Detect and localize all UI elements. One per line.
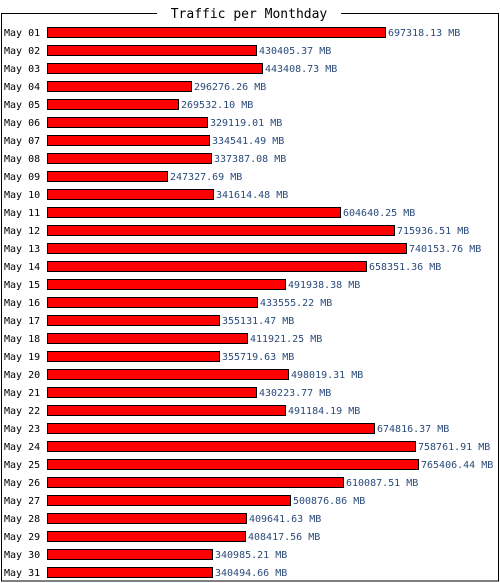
value-label: 430405.37 MB: [259, 46, 331, 57]
value-label: 765406.44 MB: [421, 460, 493, 471]
chart-title-backdrop: [157, 4, 341, 22]
category-label: May 05: [4, 100, 40, 111]
category-label: May 30: [4, 550, 40, 561]
category-label: May 04: [4, 82, 40, 93]
bar: [47, 279, 286, 290]
category-label: May 02: [4, 46, 40, 57]
bar: [47, 243, 407, 254]
value-label: 329119.01 MB: [210, 118, 282, 129]
category-label: May 24: [4, 442, 40, 453]
category-label: May 03: [4, 64, 40, 75]
category-label: May 25: [4, 460, 40, 471]
value-label: 247327.69 MB: [170, 172, 242, 183]
category-label: May 21: [4, 388, 40, 399]
value-label: 758761.91 MB: [418, 442, 490, 453]
category-label: May 29: [4, 532, 40, 543]
bar: [47, 495, 291, 506]
category-label: May 08: [4, 154, 40, 165]
category-label: May 11: [4, 208, 40, 219]
bar: [47, 549, 213, 560]
bar: [47, 207, 341, 218]
value-label: 443408.73 MB: [265, 64, 337, 75]
value-label: 610087.51 MB: [346, 478, 418, 489]
category-label: May 10: [4, 190, 40, 201]
value-label: 334541.49 MB: [212, 136, 284, 147]
category-label: May 13: [4, 244, 40, 255]
value-label: 491938.38 MB: [288, 280, 360, 291]
category-label: May 31: [4, 568, 40, 579]
bar: [47, 45, 257, 56]
category-label: May 28: [4, 514, 40, 525]
bars-layer: May 01 697318.13 MB May 02 430405.37 MB May …: [4, 27, 493, 579]
value-label: 408417.56 MB: [248, 532, 320, 543]
bar: [47, 63, 263, 74]
bar: [47, 135, 210, 146]
value-label: 433555.22 MB: [260, 298, 332, 309]
bar: [47, 117, 208, 128]
category-label: May 07: [4, 136, 40, 147]
bar: [47, 423, 375, 434]
category-label: May 18: [4, 334, 40, 345]
value-label: 341614.48 MB: [216, 190, 288, 201]
value-label: 355131.47 MB: [222, 316, 294, 327]
value-label: 740153.76 MB: [409, 244, 481, 255]
value-label: 296276.26 MB: [194, 82, 266, 93]
category-label: May 26: [4, 478, 40, 489]
category-label: May 01: [4, 28, 40, 39]
bar: [47, 225, 395, 236]
bar: [47, 297, 258, 308]
value-label: 500876.86 MB: [293, 496, 365, 507]
bar: [47, 27, 386, 38]
value-label: 340494.66 MB: [215, 568, 287, 579]
bar: [47, 333, 248, 344]
category-label: May 17: [4, 316, 40, 327]
bar: [47, 531, 246, 542]
category-label: May 15: [4, 280, 40, 291]
value-label: 411921.25 MB: [250, 334, 322, 345]
value-label: 355719.63 MB: [222, 352, 294, 363]
bar: [47, 351, 220, 362]
value-label: 340985.21 MB: [215, 550, 287, 561]
value-label: 715936.51 MB: [397, 226, 469, 237]
bar: [47, 189, 214, 200]
bar: [47, 405, 286, 416]
bar: [47, 441, 416, 452]
category-label: May 23: [4, 424, 40, 435]
category-label: May 09: [4, 172, 40, 183]
value-label: 604640.25 MB: [343, 208, 415, 219]
category-label: May 12: [4, 226, 40, 237]
bar: [47, 171, 168, 182]
bar: [47, 369, 289, 380]
value-label: 674816.37 MB: [377, 424, 449, 435]
category-label: May 20: [4, 370, 40, 381]
category-label: May 27: [4, 496, 40, 507]
value-label: 409641.63 MB: [249, 514, 321, 525]
chart-title: Traffic per Monthday: [171, 7, 328, 22]
value-label: 658351.36 MB: [369, 262, 441, 273]
value-label: 337387.08 MB: [214, 154, 286, 165]
bar: [47, 315, 220, 326]
bar: [47, 153, 212, 164]
bar: [47, 459, 419, 470]
bar: [47, 477, 344, 488]
value-label: 697318.13 MB: [388, 28, 460, 39]
bar: [47, 567, 213, 578]
category-label: May 16: [4, 298, 40, 309]
category-label: May 14: [4, 262, 40, 273]
bar: [47, 387, 257, 398]
bar: [47, 513, 247, 524]
category-label: May 19: [4, 352, 40, 363]
value-label: 498019.31 MB: [291, 370, 363, 381]
bar: [47, 81, 192, 92]
value-label: 430223.77 MB: [259, 388, 331, 399]
bar: [47, 99, 179, 110]
category-label: May 22: [4, 406, 40, 417]
value-label: 269532.10 MB: [181, 100, 253, 111]
value-label: 491184.19 MB: [288, 406, 360, 417]
category-label: May 06: [4, 118, 40, 129]
bar: [47, 261, 367, 272]
